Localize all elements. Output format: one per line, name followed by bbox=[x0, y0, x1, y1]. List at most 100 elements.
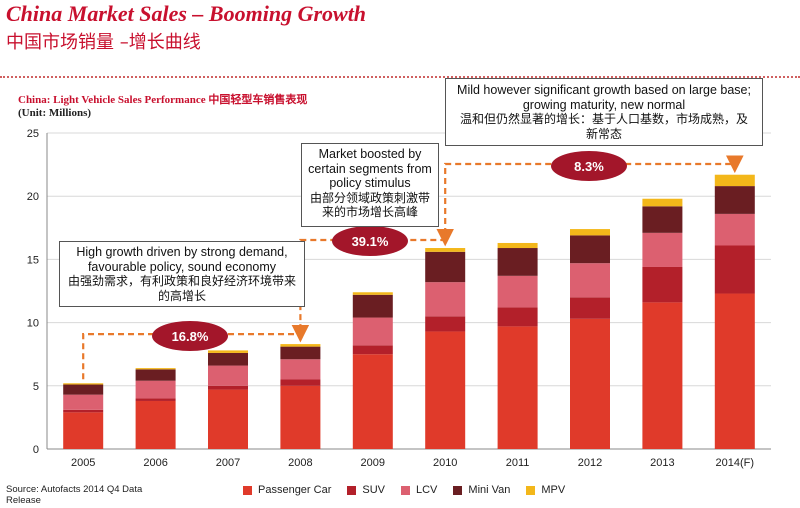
bar-suv bbox=[497, 307, 538, 327]
source-note: Source: Autofacts 2014 Q4 Data Release bbox=[6, 484, 143, 506]
callout-growth-2008-2010: Market boosted by certain segments from … bbox=[301, 143, 439, 227]
legend-item-mpv: MPV bbox=[526, 484, 565, 496]
bar-passenger-car bbox=[208, 389, 248, 449]
legend-swatch-mpv bbox=[526, 485, 536, 495]
callout-3-cn: 温和但仍然显著的增长：基于人口基数，市场成熟，及新常态 bbox=[459, 112, 748, 141]
legend-item-lcv: LCV bbox=[401, 484, 437, 496]
bar-mini-van bbox=[497, 248, 538, 276]
growth-badge bbox=[551, 151, 627, 181]
bar-mini-van bbox=[570, 235, 610, 264]
growth-badge-label: 8.3% bbox=[574, 159, 604, 174]
bar-suv bbox=[208, 385, 248, 390]
bar-passenger-car bbox=[280, 385, 321, 449]
bar-passenger-car bbox=[352, 354, 393, 449]
bar-mpv bbox=[352, 292, 393, 295]
y-tick-label: 20 bbox=[27, 191, 39, 203]
bar-mini-van bbox=[425, 251, 466, 283]
bar-lcv bbox=[425, 282, 466, 317]
bar-mpv bbox=[63, 383, 104, 385]
bar-mpv bbox=[425, 248, 466, 252]
bar-mpv bbox=[714, 174, 755, 187]
bar-suv bbox=[714, 245, 755, 294]
growth-badge bbox=[152, 321, 228, 351]
bar-mpv bbox=[642, 198, 683, 207]
bar-mini-van bbox=[352, 294, 393, 318]
x-tick-label: 2011 bbox=[506, 457, 530, 469]
x-tick-label: 2013 bbox=[650, 457, 674, 469]
legend-item-mini-van: Mini Van bbox=[453, 484, 510, 496]
legend-label-lcv: LCV bbox=[416, 484, 438, 496]
x-tick-label: 2008 bbox=[288, 457, 312, 469]
callout-growth-2010-2014: Mild however significant growth based on… bbox=[445, 78, 763, 146]
callout-1-cn: 由强劲需求，有利政策和良好经济环境带来的高增长 bbox=[67, 274, 296, 303]
legend-item-suv: SUV bbox=[347, 484, 385, 496]
legend-swatch-lcv bbox=[401, 485, 410, 495]
x-tick-label: 2009 bbox=[361, 457, 385, 469]
bar-passenger-car bbox=[63, 412, 104, 449]
legend-label-suv: SUV bbox=[362, 484, 385, 496]
y-axis-unit-label: (Unit: Millions) bbox=[18, 107, 92, 119]
x-tick-label: 2007 bbox=[216, 457, 240, 469]
bar-suv bbox=[642, 266, 683, 303]
growth-badge bbox=[332, 226, 408, 256]
bar-lcv bbox=[642, 232, 683, 267]
bar-mini-van bbox=[63, 384, 104, 395]
bar-lcv bbox=[63, 394, 104, 410]
bar-lcv bbox=[570, 263, 610, 298]
bar-lcv bbox=[135, 380, 176, 399]
bar-mini-van bbox=[280, 346, 321, 360]
chart-legend: Passenger Car SUV LCV Mini Van MPV bbox=[243, 484, 565, 496]
legend-swatch-mini-van bbox=[453, 485, 463, 495]
growth-badge-label: 16.8% bbox=[172, 329, 209, 344]
y-tick-label: 15 bbox=[27, 254, 39, 266]
legend-item-passenger-car: Passenger Car bbox=[243, 484, 331, 496]
bar-suv bbox=[63, 409, 104, 413]
callout-2-en: Market boosted by certain segments from … bbox=[308, 147, 432, 190]
page-title: China Market Sales – Booming Growth bbox=[6, 1, 367, 26]
bar-mpv bbox=[497, 242, 538, 249]
bar-lcv bbox=[280, 359, 321, 380]
x-tick-label: 2005 bbox=[71, 457, 95, 469]
legend-swatch-passenger-car bbox=[243, 485, 252, 495]
bar-passenger-car bbox=[497, 326, 538, 449]
bar-passenger-car bbox=[714, 293, 755, 449]
callout-growth-2005-2008: High growth driven by strong demand, fav… bbox=[59, 241, 305, 307]
bar-mini-van bbox=[208, 352, 248, 366]
bar-passenger-car bbox=[642, 302, 683, 449]
bar-mini-van bbox=[642, 206, 683, 233]
y-tick-label: 0 bbox=[33, 444, 39, 456]
bar-lcv bbox=[714, 213, 755, 246]
y-tick-label: 25 bbox=[27, 128, 39, 140]
x-tick-label: 2012 bbox=[578, 457, 602, 469]
bar-suv bbox=[280, 379, 321, 386]
x-tick-label: 2014(F) bbox=[716, 457, 755, 469]
x-tick-label: 2010 bbox=[433, 457, 457, 469]
bar-mini-van bbox=[714, 186, 755, 214]
callout-3-en: Mild however significant growth based on… bbox=[457, 83, 751, 112]
bar-suv bbox=[352, 345, 393, 355]
callout-2-cn: 由部分领域政策刺激带来的市场增长高峰 bbox=[309, 190, 430, 220]
bar-lcv bbox=[208, 365, 248, 386]
page-title-cn: 中国市场销量 –增长曲线 bbox=[6, 32, 201, 53]
bar-suv bbox=[425, 316, 466, 332]
legend-label-mini-van: Mini Van bbox=[468, 484, 511, 496]
bar-passenger-car bbox=[425, 331, 466, 449]
bar-lcv bbox=[352, 317, 393, 346]
x-tick-label: 2006 bbox=[143, 457, 167, 469]
bar-mpv bbox=[208, 350, 248, 353]
bar-passenger-car bbox=[135, 400, 176, 449]
callout-1-en: High growth driven by strong demand, fav… bbox=[76, 245, 288, 274]
legend-label-mpv: MPV bbox=[541, 484, 566, 496]
header-divider bbox=[0, 76, 800, 78]
bar-mpv bbox=[135, 368, 176, 370]
y-tick-label: 5 bbox=[33, 381, 39, 393]
bar-passenger-car bbox=[570, 318, 610, 449]
chart-title: China: Light Vehicle Sales Performance 中… bbox=[18, 94, 308, 106]
bar-mpv bbox=[570, 229, 610, 236]
y-tick-label: 10 bbox=[27, 318, 39, 330]
legend-swatch-suv bbox=[347, 485, 357, 495]
bar-suv bbox=[570, 297, 610, 319]
growth-badge-label: 39.1% bbox=[352, 234, 389, 249]
bar-mpv bbox=[280, 344, 321, 347]
bar-mini-van bbox=[135, 369, 176, 381]
